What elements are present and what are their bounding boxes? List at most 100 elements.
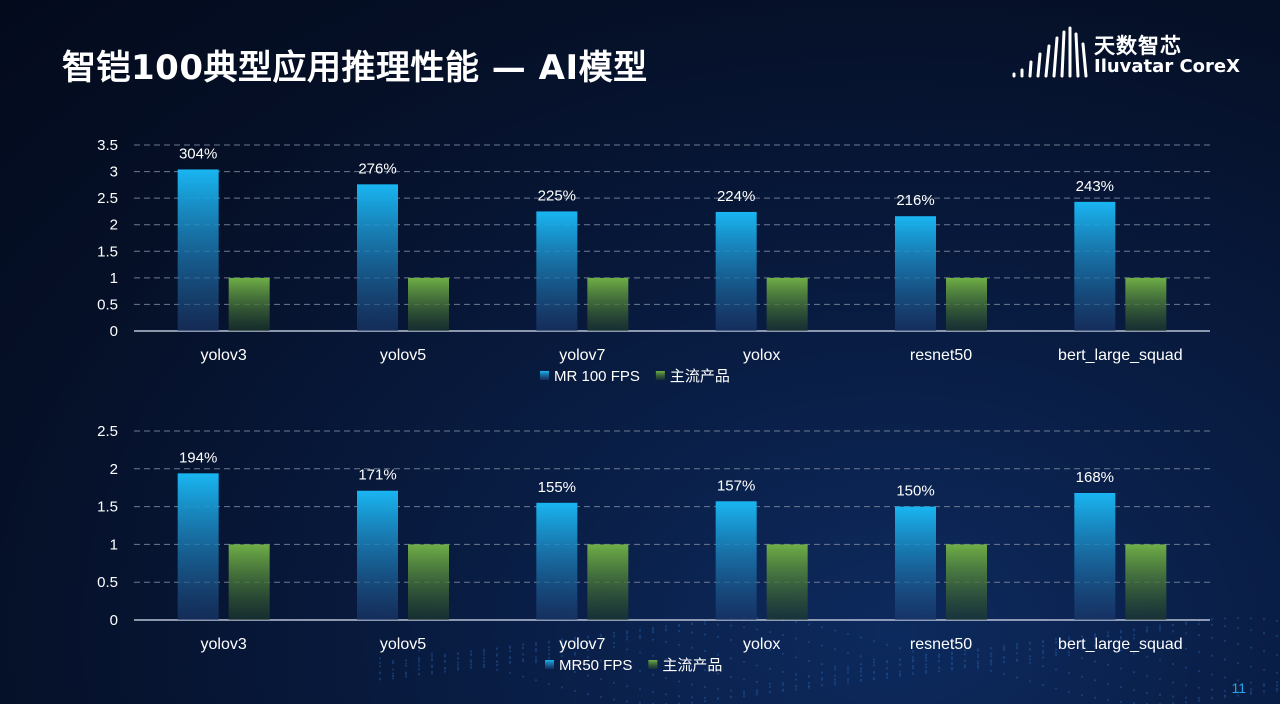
bar-series-b bbox=[587, 544, 629, 620]
wave-dot bbox=[729, 696, 733, 699]
wave-dot bbox=[716, 696, 720, 700]
x-tick-label: yolox bbox=[743, 636, 780, 653]
wave-dot bbox=[1080, 693, 1084, 697]
wave-dot bbox=[1158, 693, 1162, 697]
legend-label: 主流产品 bbox=[670, 367, 730, 385]
bar-series-b bbox=[766, 277, 808, 331]
legend-label: MR50 FPS bbox=[559, 657, 632, 674]
wave-dot bbox=[729, 689, 733, 692]
wave-dot bbox=[1223, 689, 1227, 693]
wave-dot bbox=[1262, 690, 1266, 693]
logo-chinese-name: 天数智芯 bbox=[1094, 34, 1182, 58]
y-tick-label: 1 bbox=[110, 536, 118, 553]
x-tick-label: yolox bbox=[743, 347, 780, 364]
page-number: 11 bbox=[1231, 680, 1246, 696]
wave-dot bbox=[755, 690, 759, 694]
wave-dot bbox=[1067, 690, 1071, 694]
y-tick-label: 0 bbox=[110, 323, 118, 340]
bar-series-b bbox=[946, 544, 987, 620]
wave-dot bbox=[1210, 688, 1214, 691]
bar-series-a bbox=[536, 502, 578, 620]
bar-series-a bbox=[895, 216, 936, 331]
bar-series-b bbox=[1125, 544, 1167, 620]
y-tick-label: 3 bbox=[110, 164, 118, 181]
bar-series-b bbox=[587, 277, 629, 331]
x-tick-label: yolov3 bbox=[201, 636, 247, 653]
data-label: 243% bbox=[1076, 178, 1114, 195]
wave-dot bbox=[638, 688, 642, 691]
wave-dot bbox=[1171, 695, 1175, 698]
wave-dot bbox=[599, 695, 603, 699]
wave-dot bbox=[768, 690, 772, 693]
bar-series-a bbox=[177, 169, 219, 331]
data-label: 225% bbox=[538, 187, 576, 204]
wave-dot bbox=[1275, 689, 1279, 692]
bar-series-b bbox=[408, 544, 449, 620]
logo-mark-icon bbox=[1012, 26, 1088, 78]
legend-swatch bbox=[545, 660, 554, 669]
y-tick-label: 1.5 bbox=[97, 243, 118, 260]
bar-series-a bbox=[1074, 201, 1116, 331]
wave-dot bbox=[703, 696, 707, 700]
wave-dot bbox=[729, 695, 733, 698]
bar-series-a bbox=[1074, 492, 1116, 620]
wave-dot bbox=[1249, 688, 1253, 691]
legend-swatch bbox=[648, 660, 658, 669]
wave-dot bbox=[625, 700, 629, 703]
wave-dot bbox=[690, 701, 694, 704]
wave-dot bbox=[1184, 696, 1188, 699]
bar-series-a bbox=[715, 501, 757, 620]
wave-dot bbox=[1249, 690, 1253, 694]
y-tick-label: 0.5 bbox=[97, 574, 118, 591]
data-label: 168% bbox=[1076, 469, 1114, 486]
wave-dot bbox=[612, 698, 616, 701]
wave-dot bbox=[586, 693, 590, 696]
data-label: 216% bbox=[896, 192, 934, 209]
wave-dot bbox=[1223, 694, 1227, 697]
legend-swatch bbox=[655, 371, 665, 380]
wave-dot bbox=[1106, 699, 1110, 702]
wave-dot bbox=[1145, 691, 1149, 694]
wave-dot bbox=[573, 689, 577, 693]
bar-series-a bbox=[895, 506, 936, 620]
legend: MR50 FPS 主流产品 bbox=[545, 656, 722, 674]
wave-dot bbox=[781, 689, 785, 693]
legend-swatch bbox=[540, 371, 549, 380]
bar-series-a bbox=[715, 211, 757, 331]
wave-dot bbox=[716, 687, 720, 691]
bar-series-a bbox=[357, 490, 398, 620]
wave-dot bbox=[742, 692, 746, 695]
y-tick-label: 3.5 bbox=[97, 137, 118, 154]
wave-dot bbox=[1197, 699, 1201, 702]
bar-series-b bbox=[946, 277, 987, 331]
wave-dot bbox=[1132, 689, 1136, 692]
data-label: 150% bbox=[896, 483, 934, 500]
x-tick-label: yolov3 bbox=[201, 347, 247, 364]
y-tick-label: 1.5 bbox=[97, 499, 118, 516]
x-tick-label: yolov7 bbox=[559, 636, 605, 653]
logo-english-name: Iluvatar CoreX bbox=[1094, 56, 1240, 77]
wave-dot bbox=[768, 691, 772, 694]
chart-mr100: 0 0.5 1 1.5 2 2.5 3 3.5 304% yolov3 276% yolov5 225%… bbox=[0, 128, 1280, 400]
bar-series-a bbox=[357, 184, 398, 331]
company-logo: 天数智芯 Iluvatar CoreX bbox=[1006, 18, 1246, 82]
y-tick-label: 2 bbox=[110, 461, 118, 478]
wave-dot bbox=[1210, 696, 1214, 699]
data-label: 224% bbox=[717, 188, 755, 205]
data-label: 276% bbox=[358, 160, 396, 177]
wave-dot bbox=[703, 700, 707, 703]
legend: MR 100 FPS 主流产品 bbox=[540, 367, 730, 385]
wave-dot bbox=[742, 695, 746, 698]
wave-dot bbox=[742, 690, 746, 693]
bar-series-a bbox=[536, 211, 578, 331]
data-label: 171% bbox=[358, 467, 396, 484]
wave-dot bbox=[1249, 692, 1253, 695]
y-tick-label: 0 bbox=[110, 612, 118, 629]
wave-dot bbox=[1210, 697, 1214, 700]
y-tick-label: 0.5 bbox=[97, 296, 118, 313]
legend-label: 主流产品 bbox=[662, 656, 722, 674]
wave-dot bbox=[690, 696, 694, 699]
wave-dot bbox=[1262, 690, 1266, 693]
x-tick-label: yolov5 bbox=[380, 636, 426, 653]
wave-dot bbox=[1184, 701, 1188, 704]
